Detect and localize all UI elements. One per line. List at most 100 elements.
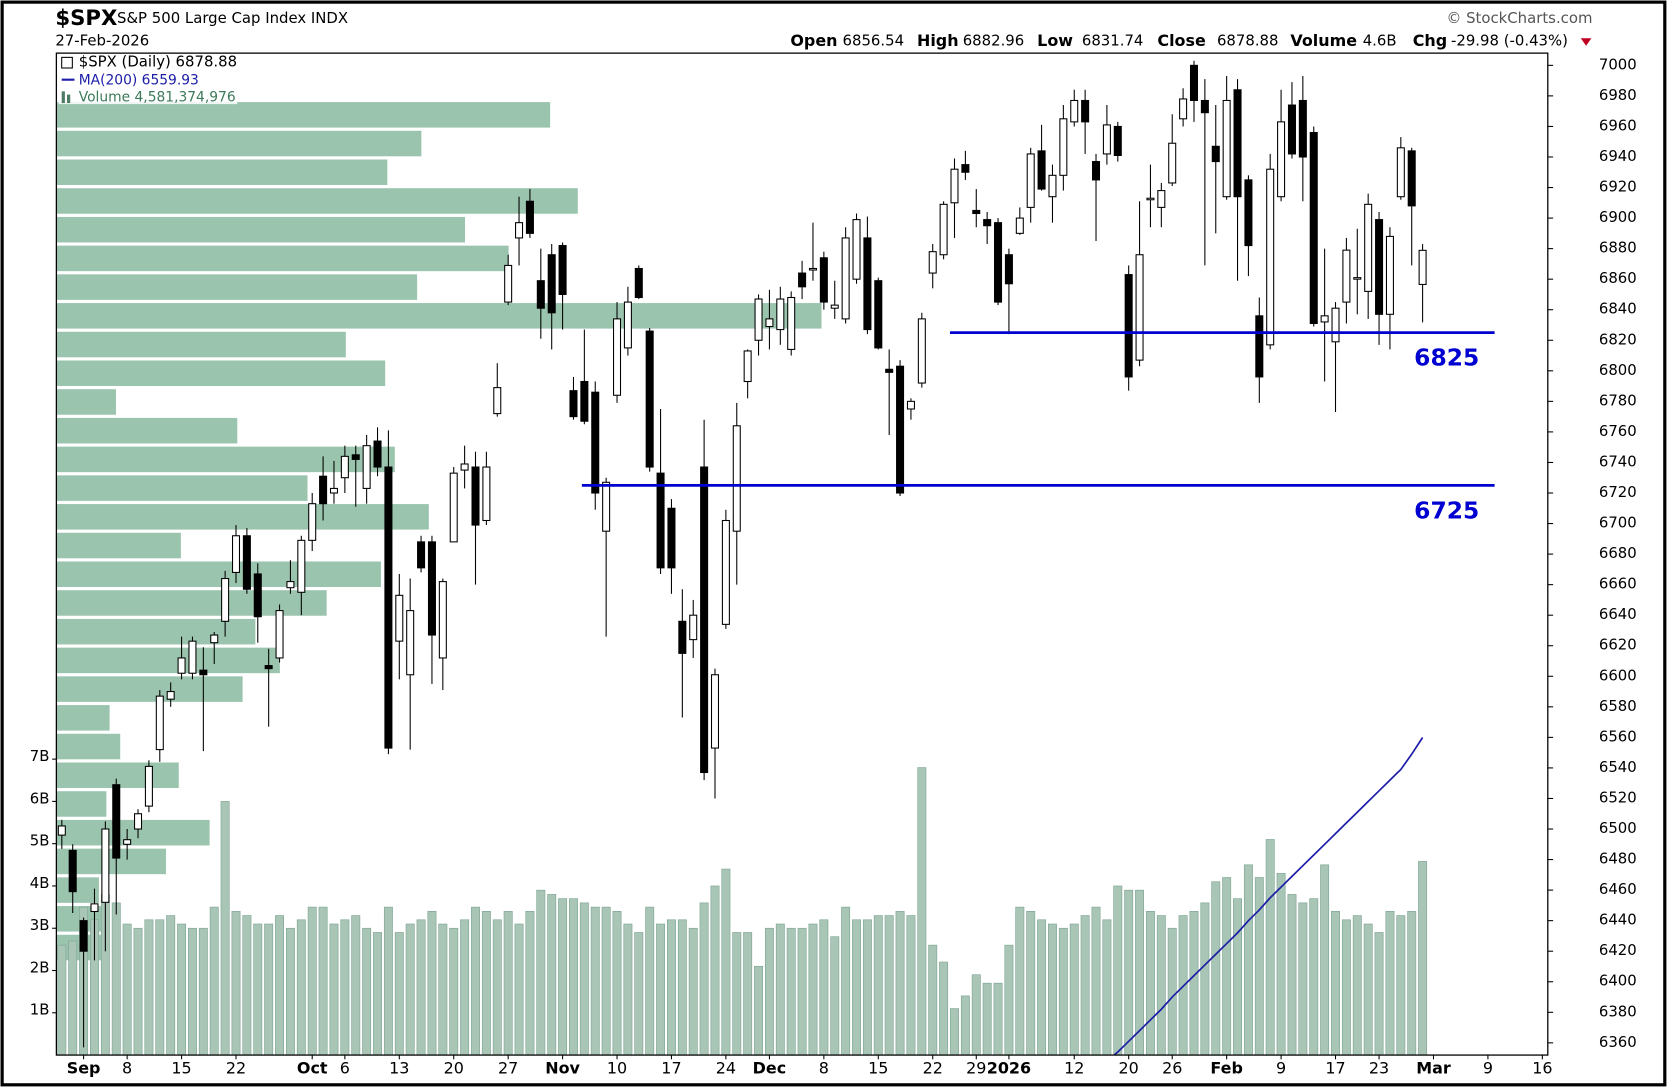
volume-by-price-bar bbox=[56, 504, 429, 530]
volume-by-price-bar bbox=[56, 159, 388, 186]
candle-body bbox=[406, 610, 415, 676]
volume-by-price-bar bbox=[56, 561, 381, 588]
candle-body bbox=[1331, 307, 1340, 343]
volume-bar bbox=[830, 936, 840, 1056]
y-tick-label: 6840 bbox=[1599, 300, 1637, 318]
volume-by-price-bar bbox=[56, 245, 509, 272]
candle-body bbox=[634, 267, 643, 299]
stat-value: 6856.54 bbox=[843, 31, 905, 49]
volume-bar bbox=[1418, 861, 1428, 1056]
volume-by-price-bar bbox=[56, 188, 578, 214]
candle-body bbox=[1255, 315, 1264, 378]
volume-bar bbox=[492, 919, 502, 1056]
candle-body bbox=[373, 440, 382, 468]
volume-by-price-bar bbox=[56, 303, 822, 329]
y2-tick-label: 1B bbox=[30, 1001, 50, 1019]
candle-body bbox=[471, 466, 480, 526]
volume-by-price-bar bbox=[56, 532, 181, 559]
candle-body bbox=[1081, 99, 1090, 123]
volume-bar bbox=[601, 906, 611, 1056]
x-tick-label: 8 bbox=[819, 1058, 829, 1077]
candle-body bbox=[123, 839, 132, 845]
volume-bar bbox=[1080, 915, 1090, 1056]
candle-body bbox=[667, 507, 676, 569]
volume-bar bbox=[1048, 923, 1057, 1056]
volume-bar bbox=[285, 927, 295, 1056]
candle-body bbox=[754, 298, 763, 341]
candle-body bbox=[286, 581, 295, 589]
legend-icon bbox=[61, 56, 73, 69]
candle-body bbox=[1375, 219, 1384, 315]
candle-body bbox=[700, 466, 709, 774]
volume-bar bbox=[677, 919, 687, 1056]
candle-body bbox=[417, 541, 426, 569]
volume-bar bbox=[1363, 923, 1373, 1056]
volume-bar bbox=[645, 906, 655, 1056]
candle-body bbox=[1113, 125, 1122, 156]
candle-body bbox=[1320, 315, 1329, 323]
candle-body bbox=[1407, 150, 1416, 207]
candle-body bbox=[613, 318, 622, 396]
volume-bar bbox=[1331, 911, 1340, 1056]
stat-value: 4.6B bbox=[1363, 31, 1397, 49]
volume-by-price-bar bbox=[56, 446, 395, 473]
x-tick-label: 15 bbox=[868, 1058, 888, 1077]
candle-body bbox=[221, 578, 230, 622]
y2-tick-label: 5B bbox=[30, 832, 50, 850]
y-tick-label: 6380 bbox=[1599, 1002, 1637, 1020]
y-tick-label: 6880 bbox=[1599, 239, 1637, 257]
candle-body bbox=[101, 828, 110, 903]
volume-bar bbox=[764, 927, 774, 1056]
x-tick-label: 13 bbox=[389, 1058, 409, 1077]
volume-bar bbox=[928, 944, 938, 1056]
volume-bar bbox=[1254, 877, 1264, 1056]
x-tick-label: 24 bbox=[716, 1058, 736, 1077]
volume-by-price-bar bbox=[56, 877, 99, 903]
candle-body bbox=[885, 368, 894, 373]
candle-body bbox=[1015, 217, 1024, 234]
candle-body bbox=[1244, 179, 1253, 247]
volume-bar bbox=[1211, 881, 1221, 1056]
candle-body bbox=[776, 298, 785, 331]
candle-body bbox=[819, 257, 828, 303]
volume-bar bbox=[1341, 919, 1351, 1056]
volume-bar bbox=[1200, 902, 1210, 1056]
volume-by-price-bar bbox=[56, 733, 121, 760]
y2-tick-label: 2B bbox=[30, 958, 50, 976]
candle-body bbox=[275, 610, 284, 659]
candle-body bbox=[504, 264, 513, 303]
volume-bar bbox=[852, 919, 861, 1056]
volume-bar bbox=[862, 919, 872, 1056]
volume-by-price-bar bbox=[56, 705, 110, 731]
candle-body bbox=[1353, 277, 1362, 280]
candle-body bbox=[896, 365, 905, 494]
volume-bar bbox=[1352, 915, 1362, 1056]
candle-body bbox=[144, 765, 153, 807]
candle-body bbox=[787, 296, 796, 350]
candle-body bbox=[580, 380, 589, 422]
volume-bar bbox=[895, 911, 905, 1056]
x-tick-label: 27 bbox=[498, 1058, 518, 1077]
subtitle: S&P 500 Large Cap Index INDX bbox=[117, 9, 348, 27]
volume-by-price-bar bbox=[56, 102, 551, 128]
volume-bar bbox=[1385, 911, 1395, 1056]
candle-body bbox=[906, 400, 915, 410]
candle-body bbox=[569, 390, 578, 418]
y2-tick-label: 7B bbox=[30, 747, 50, 765]
volume-bar bbox=[656, 923, 666, 1056]
candle-body bbox=[950, 168, 959, 204]
candle-body bbox=[177, 657, 186, 674]
volume-bar bbox=[950, 1008, 959, 1056]
volume-bar bbox=[329, 923, 339, 1056]
x-tick-label: 2026 bbox=[987, 1058, 1031, 1077]
candle-body bbox=[732, 425, 741, 532]
volume-bar bbox=[1058, 927, 1068, 1056]
candle-body bbox=[1168, 142, 1177, 184]
candle-body bbox=[591, 391, 600, 494]
volume-bar bbox=[623, 923, 633, 1056]
y-tick-label: 6820 bbox=[1599, 330, 1637, 348]
y2-tick-label: 3B bbox=[30, 916, 50, 934]
volume-bar bbox=[666, 919, 676, 1056]
y2-tick-label: 4B bbox=[30, 874, 50, 892]
volume-bar bbox=[525, 911, 535, 1056]
